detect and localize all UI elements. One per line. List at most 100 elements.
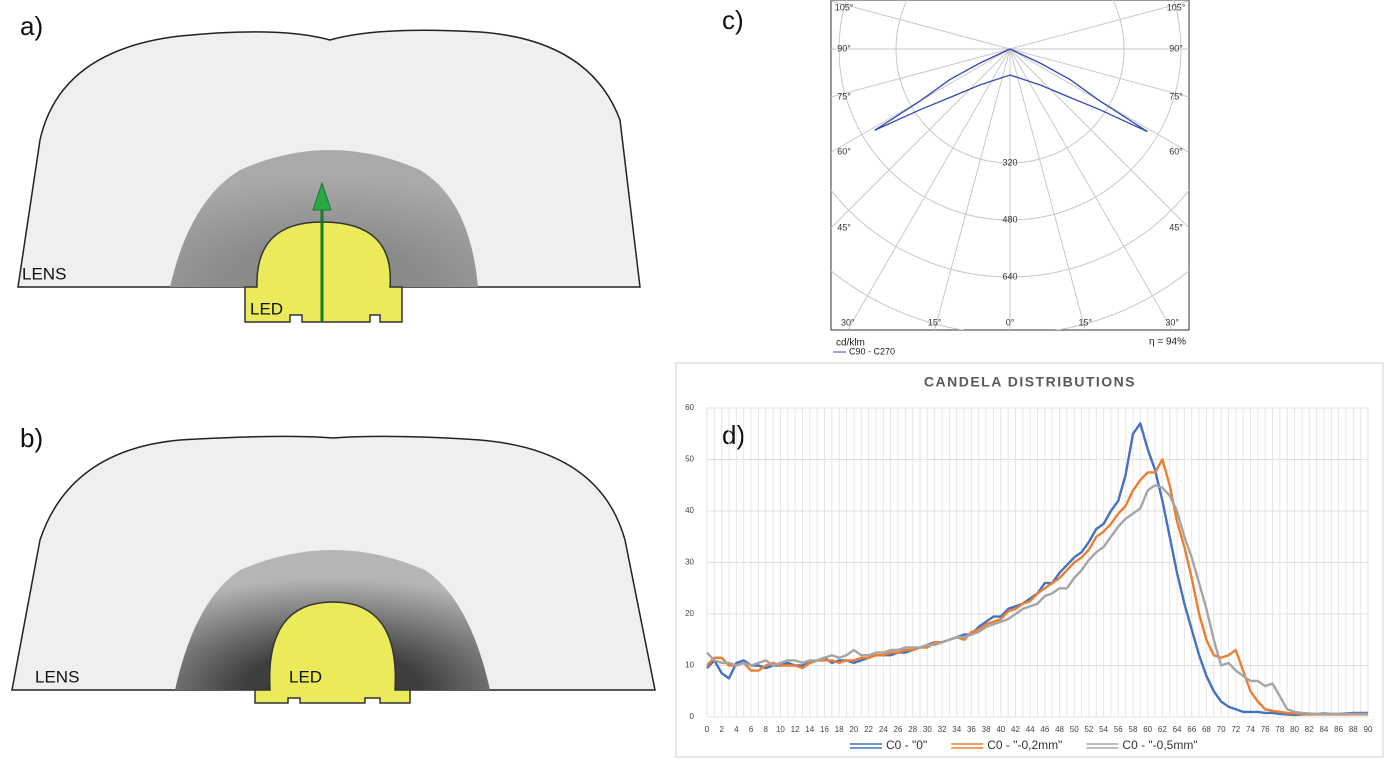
y-tick-label: 10 [685, 661, 694, 670]
x-tick-label: 84 [1319, 725, 1328, 734]
x-tick-label: 8 [764, 725, 769, 734]
chart-frame [675, 362, 1384, 758]
x-tick-label: 26 [894, 725, 903, 734]
x-tick-label: 68 [1202, 725, 1211, 734]
x-tick-label: 20 [849, 725, 858, 734]
series-line [706, 484, 1368, 716]
x-tick-label: 74 [1246, 725, 1255, 734]
legend-entry: C90 - C270 [849, 346, 895, 356]
annotation: η = 94% [1149, 337, 1186, 348]
x-tick-label: 62 [1158, 725, 1167, 734]
led-shape [254, 601, 411, 704]
angle-tick-label: 75° [1169, 91, 1183, 101]
panel-label: c) [722, 5, 744, 35]
legend-entry: C0 - "-0,5mm" [1122, 738, 1197, 752]
angle-tick-label: 90° [1169, 43, 1183, 53]
x-tick-label: 42 [1011, 725, 1020, 734]
panel-label: d) [722, 420, 745, 450]
x-tick-label: 18 [835, 725, 844, 734]
x-tick-label: 2 [719, 725, 724, 734]
angle-tick-label: 45° [837, 222, 851, 232]
legend-entry: C0 - "0" [886, 738, 927, 752]
angle-tick-label: 75° [837, 91, 851, 101]
y-tick-label: 0 [690, 712, 695, 721]
shadow-shape [170, 150, 478, 287]
angle-tick-label: 15° [1078, 317, 1092, 327]
panel-b: b) LENS LED [11, 423, 656, 704]
panel-a: a) LENS LED [17, 11, 641, 323]
x-tick-label: 66 [1187, 725, 1196, 734]
x-tick-label: 52 [1084, 725, 1093, 734]
polar-line [874, 74, 1148, 133]
grid-line [1009, 48, 1189, 98]
x-tick-label: 58 [1129, 725, 1138, 734]
y-tick-label: 40 [685, 506, 694, 515]
lens-label: LENS [35, 667, 79, 686]
angle-tick-label: 15° [928, 317, 942, 327]
x-tick-label: 48 [1055, 725, 1064, 734]
x-tick-label: 38 [982, 725, 991, 734]
legend-entry: C0 - "-0,2mm" [987, 738, 1062, 752]
x-tick-label: 34 [952, 725, 961, 734]
x-tick-label: 72 [1231, 725, 1240, 734]
x-tick-label: 12 [791, 725, 800, 734]
x-tick-label: 56 [1114, 725, 1123, 734]
x-tick-label: 50 [1070, 725, 1079, 734]
x-tick-label: 86 [1334, 725, 1343, 734]
unit-label: cd/klm [836, 338, 865, 349]
grid-line [847, 48, 1011, 330]
grid-line [831, 48, 1011, 229]
arrow-head [312, 181, 332, 211]
angle-tick-label: 30° [841, 317, 855, 327]
x-tick-label: 82 [1305, 725, 1314, 734]
grid-line [934, 48, 1011, 330]
grid-line [1009, 0, 1189, 50]
grid-line [1009, 48, 1086, 330]
x-tick-label: 30 [923, 725, 932, 734]
angle-tick-label: 0° [1006, 317, 1015, 327]
led-label: LED [250, 299, 283, 318]
lens-label: LENS [22, 264, 66, 283]
angle-tick-label: 60° [1169, 147, 1183, 157]
chart-title: CANDELA DISTRIBUTIONS [924, 374, 1136, 390]
y-tick-label: 50 [685, 455, 694, 464]
angle-tick-label: 90° [837, 43, 851, 53]
y-tick-label: 20 [685, 609, 694, 618]
angle-tick-label: 105° [835, 2, 854, 12]
grid-line [1009, 48, 1189, 229]
x-tick-label: 36 [967, 725, 976, 734]
x-tick-label: 10 [776, 725, 785, 734]
x-tick-label: 0 [705, 725, 710, 734]
x-tick-label: 32 [938, 725, 947, 734]
polar-grid [831, 0, 1189, 330]
x-tick-label: 44 [1026, 725, 1035, 734]
polar-line [874, 48, 1148, 133]
angle-tick-label: 105° [1167, 2, 1186, 12]
y-tick-label: 60 [685, 403, 694, 412]
y-tick-label: 30 [685, 558, 694, 567]
x-tick-label: 80 [1290, 725, 1299, 734]
x-tick-label: 76 [1261, 725, 1270, 734]
x-tick-label: 22 [864, 725, 873, 734]
grid-line [831, 48, 1011, 98]
r-tick-label: 480 [1002, 214, 1017, 224]
grid-line [831, 0, 1011, 50]
grid-line [1009, 48, 1173, 330]
x-tick-label: 40 [996, 725, 1005, 734]
angle-tick-label: 45° [1169, 222, 1183, 232]
x-tick-label: 90 [1364, 725, 1373, 734]
r-tick-label: 640 [1002, 271, 1017, 281]
x-tick-label: 46 [1040, 725, 1049, 734]
x-tick-label: 14 [805, 725, 814, 734]
angle-tick-label: 30° [1165, 317, 1179, 327]
x-tick-label: 88 [1349, 725, 1358, 734]
x-tick-label: 60 [1143, 725, 1152, 734]
x-tick-label: 24 [879, 725, 888, 734]
x-tick-label: 4 [734, 725, 739, 734]
x-tick-label: 78 [1275, 725, 1284, 734]
x-tick-label: 54 [1099, 725, 1108, 734]
panel-label: b) [20, 423, 43, 453]
r-tick-label: 320 [1002, 157, 1017, 167]
